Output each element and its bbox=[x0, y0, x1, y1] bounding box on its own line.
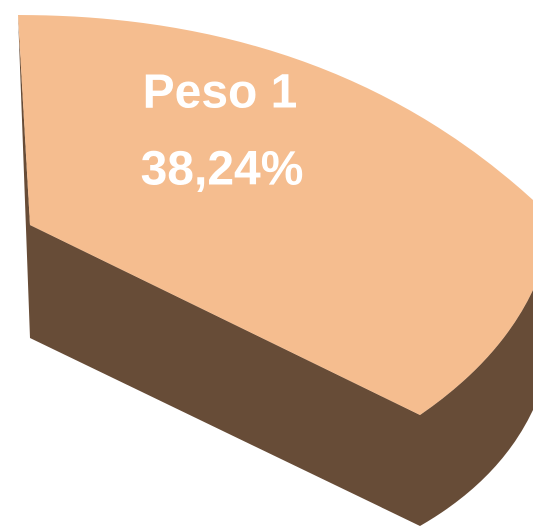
slice-side bbox=[420, 290, 533, 526]
value-label: 38,24% bbox=[141, 143, 304, 196]
slice-label: Peso 1 bbox=[143, 66, 298, 119]
slice bbox=[18, 15, 533, 415]
slice-side bbox=[30, 225, 420, 526]
